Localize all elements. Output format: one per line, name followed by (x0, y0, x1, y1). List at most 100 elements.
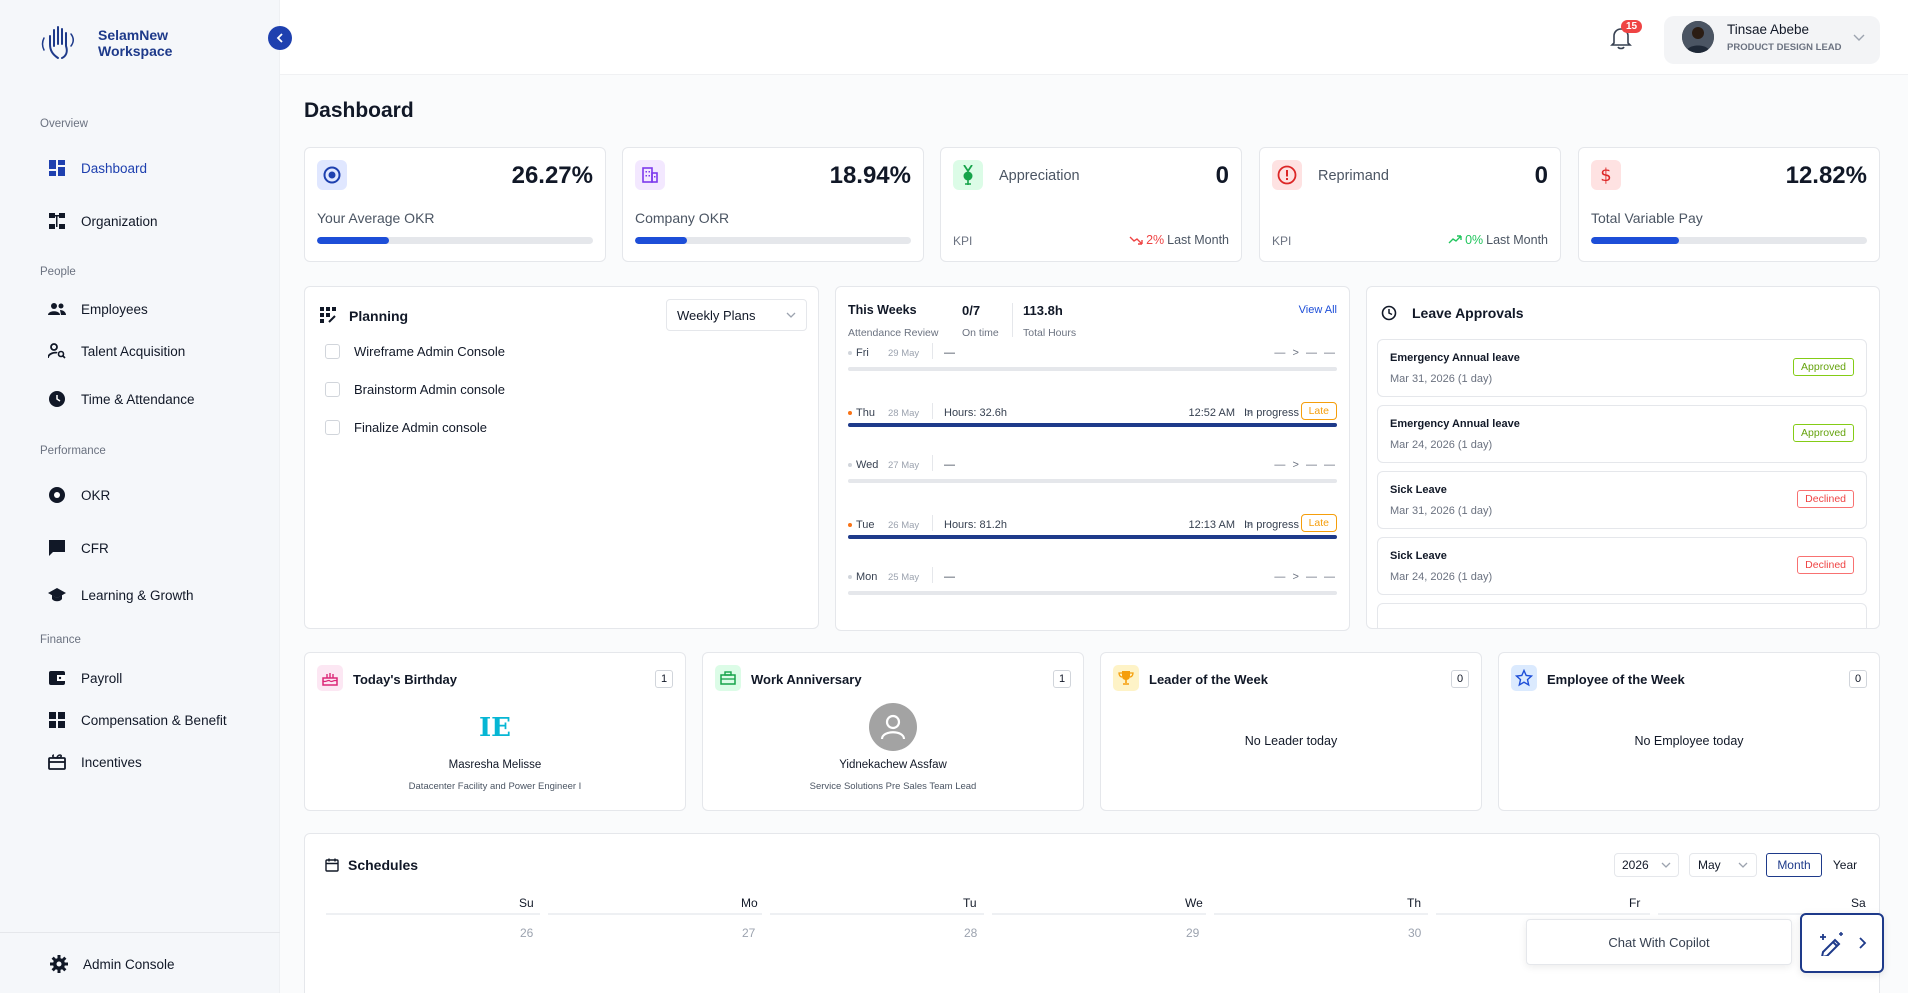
calendar-date[interactable]: 29 (1186, 926, 1200, 940)
leave-status-badge: Declined (1797, 490, 1854, 508)
trophy-icon (1113, 665, 1139, 691)
late-badge: Late (1300, 514, 1337, 532)
sidebar-item-label: Dashboard (81, 160, 148, 176)
attendance-row[interactable]: Fri 29 May — — > — — (848, 337, 1337, 371)
attendance-title: This Weeks (848, 303, 917, 317)
calendar-date[interactable]: 28 (964, 926, 978, 940)
year-dropdown[interactable]: 2026 (1614, 853, 1679, 877)
plan-item[interactable]: Finalize Admin console (325, 420, 487, 435)
attendance-date: 26 May (888, 520, 920, 531)
divider (932, 567, 933, 583)
plan-checkbox[interactable] (325, 420, 340, 435)
plan-item[interactable]: Wireframe Admin Console (325, 344, 505, 359)
leave-request-item[interactable]: Sick Leave Mar 24, 2026 (1 day) Declined (1377, 537, 1867, 595)
stat-card-average-okr[interactable]: 26.27% Your Average OKR (304, 147, 606, 262)
leave-request-item[interactable] (1377, 603, 1867, 628)
leave-type: Sick Leave (1390, 484, 1447, 496)
calendar-day-header: We (1185, 896, 1203, 910)
stat-card-company-okr[interactable]: 18.94% Company OKR (622, 147, 924, 262)
birthday-title: Today's Birthday (353, 672, 457, 687)
sidebar-item-okr[interactable]: OKR (48, 483, 110, 507)
sidebar-item-compensation[interactable]: Compensation & Benefit (48, 708, 227, 732)
company-okr-value: 18.94% (829, 162, 911, 189)
admin-console-link[interactable]: Admin Console (50, 952, 175, 976)
attendance-row[interactable]: Wed 27 May — — > — — (848, 449, 1337, 483)
reprimand-value: 0 (1534, 162, 1548, 189)
plan-checkbox[interactable] (325, 382, 340, 397)
plan-checkbox[interactable] (325, 344, 340, 359)
attendance-hours: — (944, 571, 955, 583)
graduation-cap-icon (48, 586, 66, 604)
divider (932, 343, 933, 359)
attendance-clock-in: 12:52 AM (1188, 407, 1235, 419)
view-all-link[interactable]: View All (1298, 304, 1337, 316)
trend-suffix: Last Month (1167, 233, 1229, 247)
leave-status-badge: Declined (1797, 556, 1854, 574)
calendar-date[interactable]: 30 (1408, 926, 1422, 940)
employee-week-title: Employee of the Week (1547, 672, 1685, 687)
weekly-plans-dropdown[interactable]: Weekly Plans (666, 299, 807, 331)
arrow-icon: > (1245, 407, 1252, 419)
year-view-button[interactable]: Year (1832, 858, 1858, 872)
svg-text:IE: IE (479, 713, 511, 741)
sidebar-item-label: Incentives (81, 754, 142, 770)
attendance-row[interactable]: Thu 28 May Hours: 32.6h 12:52 AM > In progres… (848, 393, 1337, 427)
attendance-day: Thu (856, 407, 875, 419)
leave-request-item[interactable]: Emergency Annual leave Mar 24, 2026 (1 da… (1377, 405, 1867, 463)
attendance-card: This Weeks Attendance Review 0/7 On time… (835, 286, 1350, 631)
user-icon (880, 714, 906, 740)
month-view-button[interactable]: Month (1766, 853, 1822, 877)
company-okr-label: Company OKR (635, 210, 730, 226)
appreciation-value: 0 (1215, 162, 1229, 189)
calendar-day-header: Su (519, 896, 534, 910)
late-badge: Late (1300, 402, 1337, 420)
sidebar-item-dashboard[interactable]: Dashboard (48, 156, 147, 180)
chat-with-copilot-button[interactable]: Chat With Copilot (1526, 919, 1792, 965)
sidebar-item-payroll[interactable]: Payroll (48, 666, 122, 690)
sidebar-item-organization[interactable]: Organization (48, 209, 158, 233)
history-icon (1381, 305, 1397, 321)
collapse-sidebar-button[interactable] (268, 26, 292, 50)
attendance-row[interactable]: Mon 25 May — — > — — (848, 561, 1337, 595)
sidebar-item-cfr[interactable]: CFR (48, 536, 109, 560)
birthday-role: Datacenter Facility and Power Engineer I (408, 781, 582, 792)
leave-type: Sick Leave (1390, 550, 1447, 562)
variable-pay-value: 12.82% (1785, 162, 1867, 189)
section-people: People (40, 266, 76, 278)
schedules-title: Schedules (348, 857, 419, 873)
divider (932, 515, 933, 531)
attendance-row[interactable]: Tue 26 May Hours: 81.2h 12:13 AM > In progres… (848, 505, 1337, 539)
leave-request-item[interactable]: Emergency Annual leave Mar 31, 2026 (1 da… (1377, 339, 1867, 397)
people-icon (48, 300, 66, 318)
leave-request-item[interactable]: Sick Leave Mar 31, 2026 (1 day) Declined (1377, 471, 1867, 529)
calendar-date[interactable]: 26 (520, 926, 534, 940)
sidebar-item-employees[interactable]: Employees (48, 297, 148, 321)
birthday-name: Masresha Melisse (448, 759, 542, 771)
attendance-hours: — (944, 459, 955, 471)
attendance-day: Mon (856, 571, 878, 583)
anniversary-name: Yidnekachew Assfaw (839, 759, 947, 771)
notification-count-badge: 15 (1621, 20, 1643, 33)
month-dropdown[interactable]: May (1689, 853, 1757, 877)
sidebar-item-incentives[interactable]: Incentives (48, 750, 142, 774)
stat-card-reprimand[interactable]: Reprimand 0 KPI 0% Last Month (1259, 147, 1561, 262)
stat-card-variable-pay[interactable]: $ 12.82% Total Variable Pay (1578, 147, 1880, 262)
appreciation-trend: 2% Last Month (1129, 233, 1229, 247)
chevron-down-icon[interactable] (1853, 34, 1865, 42)
divider (932, 455, 933, 471)
work-anniversary-card: Work Anniversary 1 Yidnekachew Assfaw Se… (702, 652, 1084, 811)
sidebar-item-learning-growth[interactable]: Learning & Growth (48, 583, 194, 607)
plan-item[interactable]: Brainstorm Admin console (325, 382, 505, 397)
sidebar-item-time-attendance[interactable]: Time & Attendance (48, 387, 195, 411)
status-dot (848, 523, 852, 527)
dashboard-icon (48, 159, 66, 177)
calendar-date[interactable]: 27 (742, 926, 756, 940)
copilot-toggle-button[interactable] (1800, 913, 1884, 973)
sidebar-item-talent-acquisition[interactable]: Talent Acquisition (48, 339, 185, 363)
stat-card-appreciation[interactable]: Appreciation 0 KPI 2% Last Month (940, 147, 1242, 262)
calendar-column-divider (1436, 913, 1650, 915)
medal-icon (953, 160, 983, 190)
app-logo[interactable]: SelamNew Workspace (40, 24, 172, 62)
calendar-day-header: Th (1407, 896, 1422, 910)
attendance-hours: Hours: 32.6h (944, 407, 1007, 419)
